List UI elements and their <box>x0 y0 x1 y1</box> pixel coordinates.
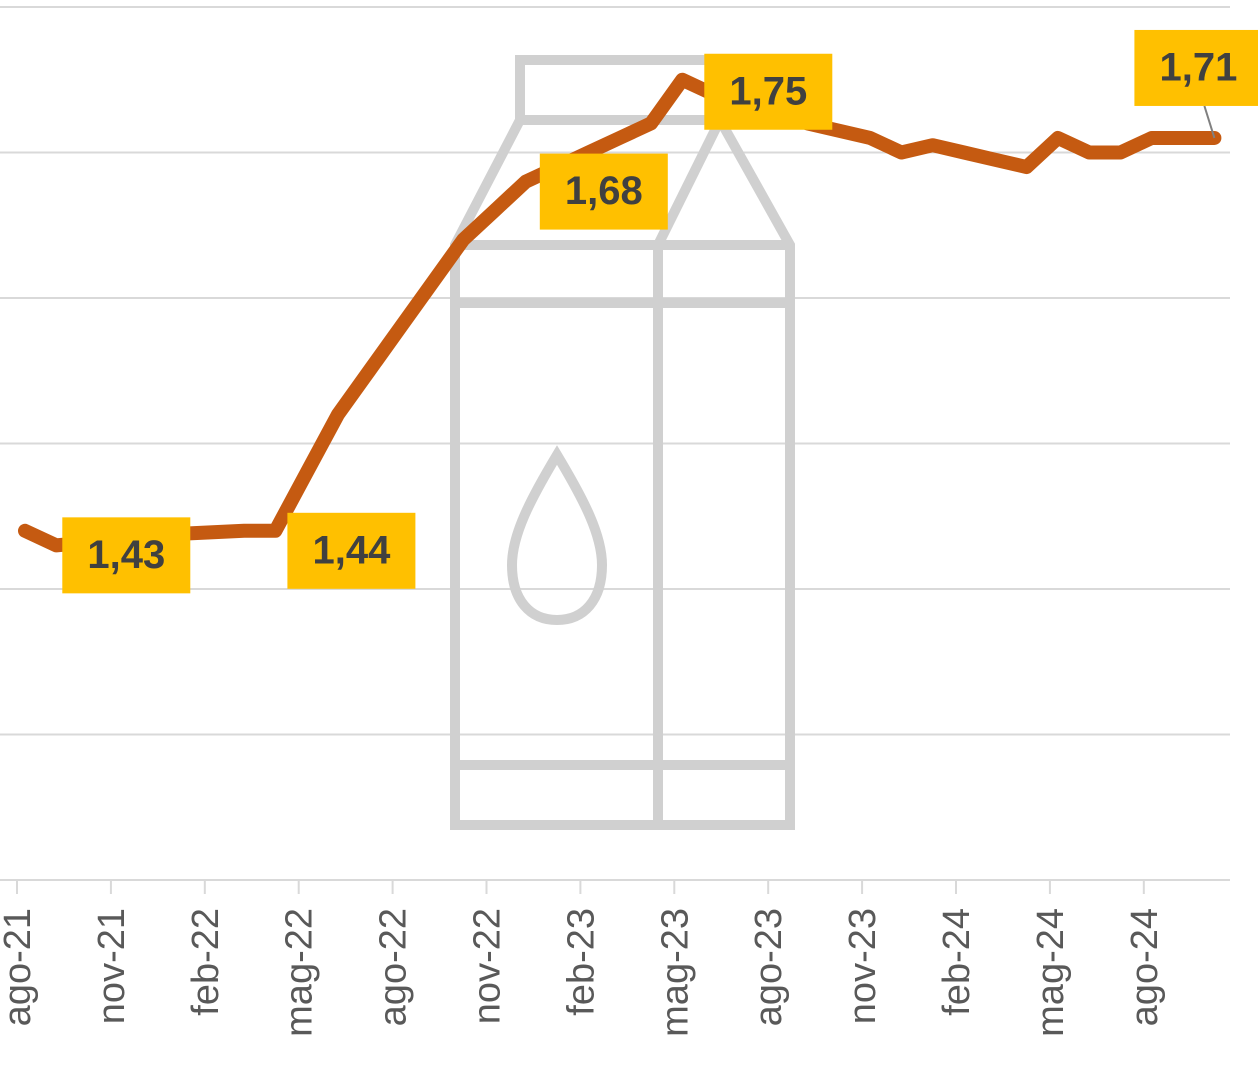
value-label: 1,75 <box>729 69 807 113</box>
x-tick-label: nov-22 <box>467 908 509 1024</box>
x-tick-label: ago-23 <box>748 908 790 1026</box>
value-label: 1,68 <box>565 169 643 213</box>
x-tick-label: feb-24 <box>936 908 978 1016</box>
value-label: 1,43 <box>87 533 165 577</box>
x-tick-label: mag-24 <box>1030 908 1072 1037</box>
x-tick-label: nov-23 <box>842 908 884 1024</box>
x-tick-label: ago-24 <box>1124 908 1166 1026</box>
value-label: 1,44 <box>312 528 391 572</box>
x-tick-label: mag-22 <box>279 908 321 1037</box>
x-tick-label: nov-21 <box>91 908 133 1024</box>
x-tick-label: feb-23 <box>560 908 602 1016</box>
x-tick-label: ago-21 <box>0 908 39 1026</box>
x-tick-label: ago-22 <box>373 908 415 1026</box>
value-label: 1,71 <box>1159 46 1237 90</box>
x-tick-label: mag-23 <box>654 908 696 1037</box>
x-tick-label: feb-22 <box>185 908 227 1016</box>
chart: ago-21 nov-21 feb-22 mag-22 ago-22 nov-22 feb-… <box>0 0 1258 1074</box>
data-line <box>25 80 1214 546</box>
